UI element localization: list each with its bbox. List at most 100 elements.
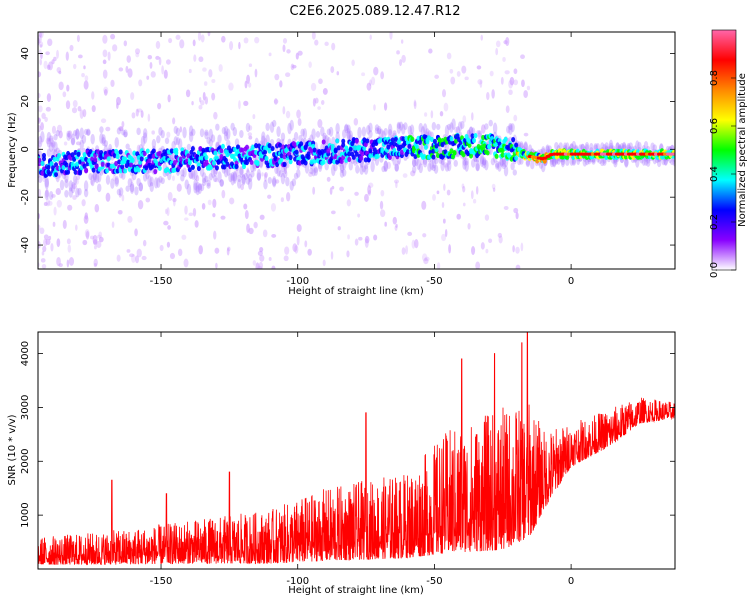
spectrogram-cell	[118, 126, 124, 132]
spectrogram-cell	[467, 138, 472, 144]
spectrogram-cell	[333, 153, 338, 160]
spectrogram-cell	[65, 51, 69, 61]
spectrogram-cell	[114, 160, 119, 167]
spectrogram-cell	[220, 215, 226, 220]
x-tick-label: -50	[426, 576, 442, 587]
spectrogram-cell	[254, 143, 259, 149]
spectrogram-cell	[506, 125, 511, 134]
spectrogram-cell	[53, 206, 57, 216]
spectrogram-cell	[637, 141, 642, 152]
spectrogram-cell	[105, 192, 111, 202]
spectrogram-cell	[81, 73, 85, 78]
spectrogram-cell	[322, 132, 327, 141]
spectrogram-cell	[147, 175, 152, 188]
spectrogram-cell	[279, 80, 283, 88]
spectrogram-cell	[348, 130, 353, 142]
spectrogram-cell	[194, 220, 199, 228]
spectrogram-cell	[471, 158, 476, 168]
spectrogram-cell	[646, 157, 651, 167]
spectrogram-cell	[348, 146, 353, 152]
spectrogram-cell	[156, 135, 161, 144]
spectrogram-cell	[188, 212, 194, 217]
colorbar-tick-label: 0.8	[709, 70, 720, 86]
spectrogram-cell	[421, 253, 428, 262]
spectrogram-cell	[254, 36, 260, 44]
spectrogram-cell	[378, 137, 383, 143]
spectrogram-cell	[551, 157, 557, 168]
spectrogram-cell	[92, 170, 98, 183]
spectrogram-cell	[171, 140, 176, 150]
spectrogram-cell	[219, 148, 224, 154]
spectrogram-cell	[355, 164, 360, 174]
spectrogram-cell	[111, 221, 115, 229]
spectrogram-cell	[608, 139, 614, 152]
spectrogram-cell	[450, 76, 456, 85]
spectrogram-cell	[179, 126, 183, 133]
spectrogram-cell	[484, 159, 489, 171]
spectrogram-cell	[93, 245, 97, 250]
spectrogram-cell	[82, 239, 88, 246]
spectrogram-cell	[110, 178, 115, 189]
spectrogram-cell	[118, 149, 123, 155]
spectrogram-cell	[78, 170, 83, 176]
spectrogram-cell	[46, 138, 52, 148]
spectrogram-cell	[376, 125, 382, 135]
spectrogram-cell	[476, 65, 482, 70]
spectrogram-cell	[525, 160, 531, 168]
spectrogram-cell	[193, 54, 197, 62]
spectrogram-cell	[499, 158, 504, 166]
spectrogram-cell	[405, 149, 410, 155]
spectrogram-cell	[422, 153, 427, 160]
spectrogram-cell	[38, 49, 42, 55]
spectrogram-cell	[670, 159, 675, 166]
spectrogram-cell	[600, 158, 605, 167]
spectrogram-cell	[346, 250, 350, 258]
y-tick-label: 2000	[20, 449, 31, 474]
spectrogram-cell	[407, 143, 412, 149]
spectrogram-cell	[492, 122, 498, 135]
spectrogram-cell	[135, 48, 141, 55]
spectrogram-cell	[115, 154, 120, 160]
spectrogram-cell	[296, 224, 302, 232]
spectrogram-cell	[520, 54, 525, 60]
spectrogram-cell	[136, 108, 143, 113]
spectrogram-cell	[380, 71, 385, 80]
x-tick-label: -100	[286, 576, 309, 587]
spectrogram-cell	[66, 169, 71, 175]
spectrogram-cell	[580, 143, 585, 151]
spectrogram-cell	[375, 153, 380, 159]
spectrogram-cell	[193, 182, 198, 194]
spectrogram-cell	[67, 204, 73, 211]
spectrogram-cell	[481, 158, 487, 166]
spectrogram-cell	[228, 148, 233, 154]
spectrogram-cell	[317, 106, 321, 110]
spectrogram-cell	[393, 136, 398, 142]
spectrogram-cell	[129, 181, 135, 193]
spectrogram-cell	[297, 118, 302, 127]
spectrogram-cell	[213, 150, 218, 156]
spectrogram-cell	[195, 175, 200, 182]
spectrogram-cell	[172, 175, 175, 182]
spectrogram-cell	[497, 161, 502, 172]
spectrogram-cell	[188, 172, 194, 180]
spectrogram-cell	[519, 157, 524, 165]
spectrogram-cell	[469, 153, 474, 159]
x-tick-label: 0	[568, 576, 574, 587]
spectrogram-cell	[347, 151, 352, 157]
spectrogram-cell	[396, 121, 402, 129]
spectrogram-cell	[47, 38, 53, 47]
spectrogram-cell	[353, 118, 359, 126]
spectrogram-cell	[372, 147, 377, 153]
spectrogram-cell	[138, 79, 143, 87]
spectrogram-cell	[240, 147, 245, 153]
spectrogram-cell	[163, 69, 168, 79]
spectrogram-cell	[449, 68, 454, 74]
spectrogram-cell	[351, 59, 355, 66]
spectrogram-cell	[237, 174, 242, 183]
spectrogram-cell	[359, 165, 364, 175]
spectrogram-cell	[396, 160, 401, 166]
spectrogram-cell	[105, 126, 111, 132]
spectrogram-cell	[492, 187, 496, 192]
spectrogram-cell	[613, 157, 618, 168]
